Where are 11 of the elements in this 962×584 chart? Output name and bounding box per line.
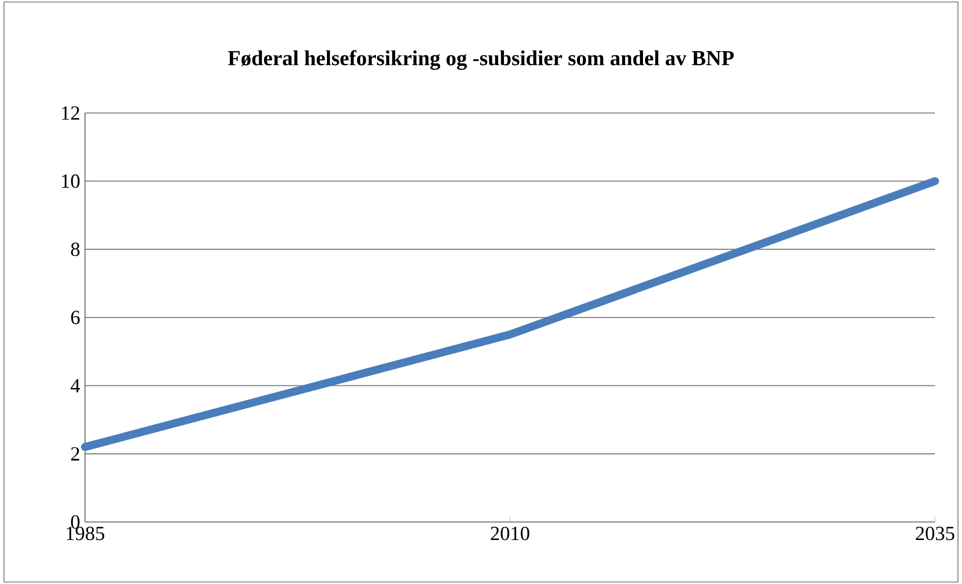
y-tick-label: 8 [71, 242, 80, 256]
x-tick-label: 2035 [916, 526, 954, 540]
chart-title: Føderal helseforsikring og -subsidier som andel av BNP [228, 50, 734, 70]
y-tick-label: 2 [71, 447, 80, 460]
y-tick-label: 12 [62, 106, 80, 120]
x-tick-label: 1985 [66, 526, 104, 540]
y-tick-label: 4 [70, 379, 80, 392]
x-tick-label: 2010 [490, 526, 530, 540]
y-tick-label: 6 [71, 310, 80, 324]
y-tick-label: 10 [62, 174, 80, 188]
y-tick-label: 0 [71, 515, 80, 529]
